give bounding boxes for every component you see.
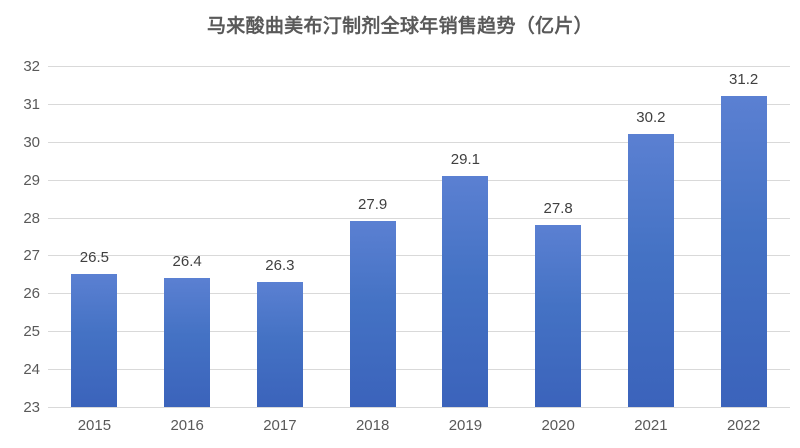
x-axis-tick-label: 2016: [170, 417, 204, 434]
x-axis-tick-label: 2017: [263, 417, 297, 434]
x-axis-tick-label: 2015: [77, 417, 112, 434]
y-axis-tick-label: 27: [23, 247, 40, 265]
y-axis-tick-label: 24: [23, 361, 40, 379]
x-axis-tick-label: 2018: [355, 417, 390, 434]
x-axis-tick-label: 2021: [634, 417, 668, 434]
gridline: [48, 141, 790, 143]
y-axis-tick-label: 26: [23, 285, 40, 303]
bar-value-label: 27.9: [358, 196, 388, 214]
bar[interactable]: [256, 281, 303, 407]
x-axis-tick-label: 2019: [448, 417, 483, 434]
bar[interactable]: [627, 134, 674, 407]
bar-value-label: 30.2: [636, 109, 666, 127]
bar-value-label: 27.8: [543, 200, 573, 218]
x-axis-tick-label: 2022: [726, 417, 761, 434]
y-axis-tick-label: 30: [23, 133, 40, 151]
gridline: [48, 103, 790, 105]
bar-value-label: 26.4: [172, 253, 202, 271]
bar-value-label: 26.5: [79, 249, 109, 267]
y-axis-tick-label: 31: [23, 95, 40, 113]
gridline: [48, 293, 790, 295]
gridline: [48, 179, 790, 181]
x-axis: 2015 2016 2017 2018 2019 2020 2021 2022: [48, 416, 790, 442]
bar[interactable]: [535, 225, 582, 407]
y-axis-tick-label: 28: [23, 209, 40, 227]
gridline: [48, 66, 790, 67]
x-axis-tick-label: 2020: [541, 417, 575, 434]
gridline: [48, 369, 790, 371]
y-axis: 32 31 30 29 28 27 26 25 24 23: [0, 59, 40, 415]
bar[interactable]: [720, 96, 767, 407]
bar-value-label: 31.2: [729, 71, 759, 89]
bar[interactable]: [164, 278, 211, 407]
bar[interactable]: [349, 221, 396, 407]
gridline: [48, 255, 790, 257]
bar[interactable]: [442, 175, 489, 407]
y-axis-tick-label: 25: [23, 323, 40, 341]
gridline: [48, 331, 790, 333]
bar-value-label: 26.3: [265, 256, 295, 274]
bar[interactable]: [71, 274, 118, 407]
chart-title: 马来酸曲美布汀制剂全球年销售趋势（亿片）: [206, 16, 593, 37]
gridline: [48, 217, 790, 219]
bars-layer: 26.5 26.4 26.3 27.9 29.1 27.8 30.2 31.2: [48, 66, 790, 407]
y-axis-tick-label: 23: [23, 399, 40, 416]
bar-value-label: 29.1: [450, 150, 480, 168]
y-axis-tick-label: 32: [23, 58, 40, 75]
y-axis-tick-label: 29: [23, 171, 40, 189]
x-axis-line: [48, 407, 790, 408]
